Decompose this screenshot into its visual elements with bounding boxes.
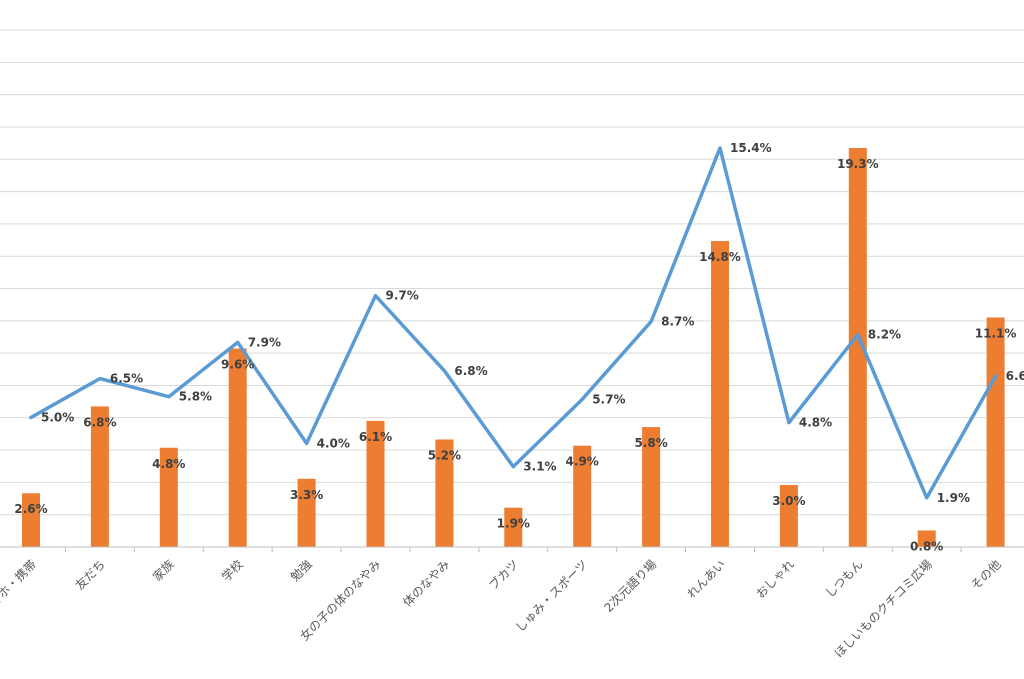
bar bbox=[711, 241, 729, 548]
line-value-label: 7.9% bbox=[248, 335, 281, 349]
line-value-label: 8.2% bbox=[868, 328, 901, 342]
data-labels: 2.6% 6.8% 4.8% 9.6% 3.3% 6.1% 5.2% 1.9% 4.9% 5.8%… bbox=[14, 141, 1024, 553]
line-value-label: 9.7% bbox=[386, 289, 419, 303]
category-label: 家族 bbox=[149, 557, 177, 585]
bar bbox=[642, 427, 661, 547]
bar bbox=[366, 420, 385, 547]
category-label: おしゃれ bbox=[753, 557, 797, 601]
bar bbox=[159, 447, 178, 547]
category-label: 2次元語り場 bbox=[601, 557, 659, 615]
bar-value-label: 3.0% bbox=[772, 494, 805, 508]
bar bbox=[848, 148, 867, 547]
gridlines bbox=[0, 29, 1024, 516]
line-value-label: 15.4% bbox=[730, 141, 772, 155]
bar bbox=[986, 317, 1005, 547]
bar bbox=[917, 530, 936, 547]
bar-value-label: 14.8% bbox=[699, 250, 741, 264]
bar-value-label: 9.6% bbox=[221, 358, 254, 372]
category-label: しゅみ・スポーツ bbox=[513, 557, 591, 635]
bar-value-label: 6.8% bbox=[83, 415, 116, 429]
bar bbox=[228, 348, 247, 547]
x-axis bbox=[0, 546, 1024, 552]
category-label: れんあい bbox=[684, 557, 728, 601]
bar-value-label: 19.3% bbox=[837, 157, 879, 171]
bar-value-label: 6.1% bbox=[359, 430, 392, 444]
line-series bbox=[29, 146, 998, 500]
bar bbox=[573, 445, 592, 547]
line-value-label: 6.5% bbox=[110, 372, 143, 386]
bar bbox=[22, 493, 40, 547]
bar-series bbox=[22, 148, 1005, 548]
category-label: ブカツ bbox=[485, 557, 521, 593]
bar bbox=[779, 484, 798, 547]
bar bbox=[297, 478, 316, 547]
line-value-label: 1.9% bbox=[937, 491, 970, 505]
bar-value-label: 4.8% bbox=[152, 457, 185, 471]
line-value-label: 5.8% bbox=[179, 390, 212, 404]
bar-value-label: 5.2% bbox=[428, 448, 461, 462]
bar-value-label: 4.9% bbox=[566, 455, 599, 469]
line-value-label: 6.6% bbox=[1006, 369, 1024, 383]
bar-value-label: 3.3% bbox=[290, 488, 323, 502]
bar-value-label: 11.1% bbox=[975, 327, 1017, 341]
line-value-label: 6.8% bbox=[454, 364, 487, 378]
category-label: その他 bbox=[968, 557, 1003, 592]
bar-value-label: 2.6% bbox=[14, 502, 47, 516]
line-path bbox=[29, 146, 998, 500]
bar-value-label: 0.8% bbox=[910, 539, 943, 553]
bar-value-label: 5.8% bbox=[634, 436, 667, 450]
bar bbox=[504, 507, 523, 547]
category-label: スマホ・携帯 bbox=[0, 557, 39, 618]
line-value-label: 3.1% bbox=[523, 460, 556, 474]
category-label: 友だち bbox=[73, 557, 108, 592]
category-label: 体のなやみ bbox=[400, 557, 452, 609]
line-value-label: 5.0% bbox=[41, 410, 74, 424]
bar bbox=[90, 406, 109, 547]
bar-value-label: 1.9% bbox=[497, 517, 530, 531]
line-value-label: 8.7% bbox=[661, 315, 694, 329]
category-label: 勉強 bbox=[288, 557, 315, 584]
bar bbox=[435, 439, 454, 547]
line-value-label: 5.7% bbox=[592, 392, 625, 406]
category-label: 学校 bbox=[218, 557, 246, 585]
line-value-label: 4.8% bbox=[799, 416, 832, 430]
line-value-label: 4.0% bbox=[317, 436, 350, 450]
category-label: しつもん bbox=[823, 557, 866, 600]
